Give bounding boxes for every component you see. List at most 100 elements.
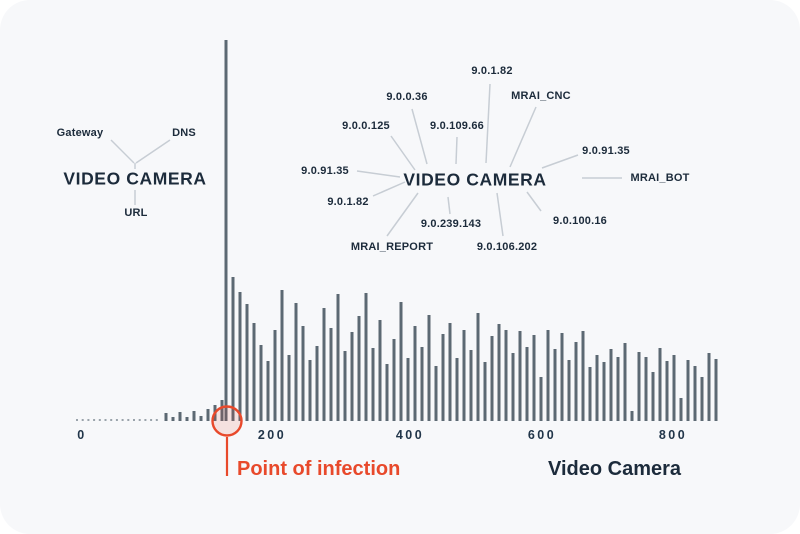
traffic-bar (434, 366, 438, 421)
traffic-bar (455, 358, 459, 421)
baseline-dot (155, 419, 158, 421)
baseline-dot (104, 419, 107, 421)
traffic-bar (364, 293, 368, 421)
traffic-bar (308, 360, 312, 421)
baseline-dot (87, 419, 90, 421)
traffic-bar (490, 336, 494, 421)
traffic-bar (553, 349, 557, 421)
network-node-label: DNS (172, 127, 196, 139)
traffic-bar (322, 308, 326, 421)
x-tick-label: 200 (257, 428, 287, 442)
traffic-bar (371, 348, 375, 421)
network-node-label: MRAI_BOT (630, 172, 690, 184)
traffic-bar (539, 377, 543, 421)
pre-infection-bar (164, 413, 168, 421)
baseline-dot (93, 419, 96, 421)
traffic-bar (602, 362, 606, 421)
traffic-bar (595, 355, 599, 421)
traffic-bar (266, 361, 270, 421)
traffic-bar (336, 294, 340, 421)
traffic-bar (679, 398, 683, 421)
baseline-dot (138, 419, 141, 421)
network-node-label: URL (124, 207, 148, 219)
network-node-label: 9.0.91.35 (582, 145, 630, 157)
traffic-bar (273, 330, 277, 421)
pre-infection-bar (178, 412, 182, 421)
traffic-bar (532, 335, 536, 421)
traffic-bar (693, 366, 697, 421)
traffic-bar (294, 303, 298, 421)
traffic-bar (427, 315, 431, 421)
traffic-bar (259, 345, 263, 421)
traffic-bar (329, 328, 333, 421)
traffic-bar (672, 355, 676, 421)
traffic-bar (546, 330, 550, 421)
network-edge (386, 192, 419, 237)
network-node-label: 9.0.106.202 (476, 241, 538, 253)
traffic-bar (483, 362, 487, 421)
traffic-bar (630, 411, 634, 421)
network-node-label: 9.0.0.125 (342, 120, 390, 132)
x-tick-label: 800 (658, 428, 688, 442)
network-edge (509, 106, 537, 168)
traffic-bar (287, 355, 291, 421)
x-tick-label: 400 (395, 428, 425, 442)
point-of-infection-label: Point of infection (237, 458, 401, 480)
traffic-bar (707, 353, 711, 421)
traffic-bar (448, 323, 452, 421)
traffic-bar (476, 313, 480, 421)
network-node-label: 9.0.239.143 (420, 218, 482, 230)
pre-infection-bar (206, 409, 210, 421)
network-edge (485, 83, 491, 164)
traffic-bar (609, 349, 613, 421)
traffic-bar (560, 333, 564, 421)
traffic-bar (504, 330, 508, 421)
pre-infection-bar (171, 417, 175, 421)
traffic-bar (686, 360, 690, 421)
traffic-bar (623, 343, 627, 421)
traffic-bar (714, 359, 718, 421)
traffic-bar (497, 324, 501, 421)
traffic-bar (378, 320, 382, 421)
traffic-bar (420, 347, 424, 421)
network-edge (135, 139, 171, 164)
traffic-bar (231, 277, 235, 421)
network-node-label: 9.0.0.36 (386, 91, 428, 103)
traffic-bar (441, 334, 445, 421)
infection-circle (211, 405, 243, 437)
traffic-bar (588, 367, 592, 421)
traffic-bar (525, 347, 529, 421)
traffic-bar (385, 364, 389, 421)
traffic-bar (574, 342, 578, 421)
traffic-bar (469, 350, 473, 421)
traffic-bar (413, 326, 417, 421)
chart-axis-title: Video Camera (548, 458, 682, 480)
pre-infection-bar (192, 411, 196, 421)
x-tick-label: 0 (77, 428, 87, 442)
traffic-bar (301, 326, 305, 421)
network-edge (356, 170, 401, 178)
traffic-bar (399, 302, 403, 421)
traffic-bar (238, 292, 242, 421)
traffic-bar (392, 339, 396, 421)
traffic-bar (567, 360, 571, 421)
network-center-label: VIDEO CAMERA (63, 168, 207, 189)
baseline-dot (127, 419, 130, 421)
x-tick-label: 600 (527, 428, 557, 442)
traffic-bar (637, 352, 641, 421)
traffic-bar (245, 304, 249, 421)
pre-infection-bar (199, 416, 203, 421)
network-edge (541, 154, 579, 169)
baseline-dot (115, 419, 118, 421)
network-edge (372, 181, 406, 197)
baseline-dot (150, 419, 153, 421)
baseline-dot (144, 419, 147, 421)
traffic-bar (665, 361, 669, 421)
network-edge (411, 108, 428, 165)
traffic-bar (357, 316, 361, 421)
pre-infection-bar (220, 400, 224, 421)
infection-spike-bar (224, 40, 228, 421)
baseline-dot (110, 419, 113, 421)
